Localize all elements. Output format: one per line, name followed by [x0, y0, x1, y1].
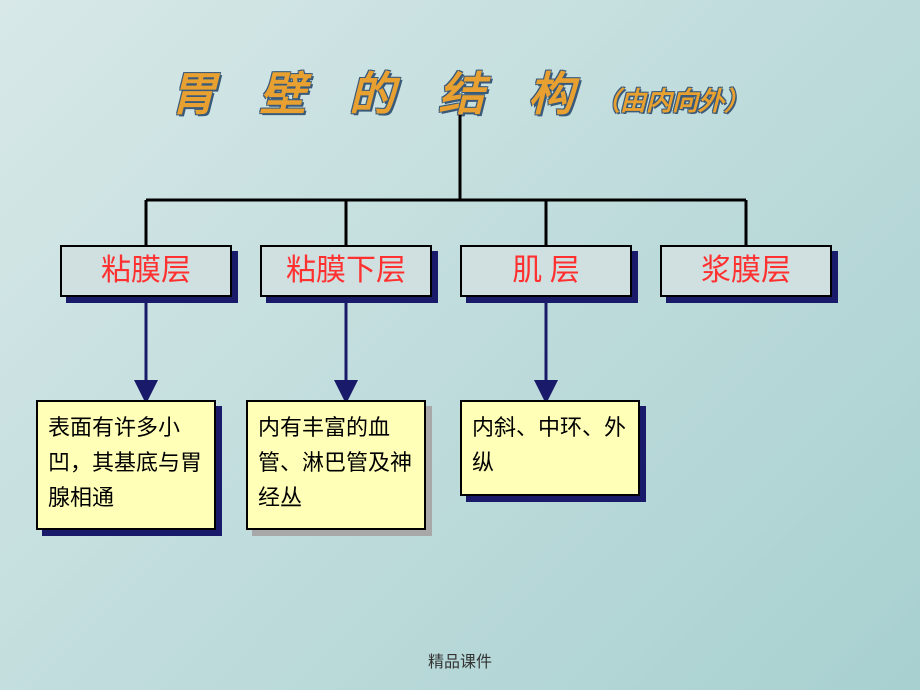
- title-main-text: 胃 壁 的 结 构: [170, 69, 590, 120]
- title-sub-text: （由内向外）: [594, 87, 750, 116]
- layer-label: 粘膜层: [101, 254, 191, 287]
- layer-box-3: 肌 层: [460, 245, 632, 297]
- desc-box-3: 内斜、中环、外纵: [460, 400, 640, 496]
- desc-box-2: 内有丰富的血管、淋巴管及神经丛: [246, 400, 426, 530]
- layer-label: 肌 层: [512, 254, 580, 287]
- desc-box-1: 表面有许多小凹，其基底与胃腺相通: [36, 400, 216, 530]
- desc-text: 内有丰富的血管、淋巴管及神经丛: [246, 400, 426, 526]
- layer-box-4: 浆膜层: [660, 245, 832, 297]
- layer-label: 浆膜层: [701, 254, 791, 287]
- layer-label: 粘膜下层: [286, 254, 406, 287]
- footer-text: 精品课件: [0, 648, 920, 672]
- layer-box-1: 粘膜层: [60, 245, 232, 297]
- layer-box-2: 粘膜下层: [260, 245, 432, 297]
- desc-text: 表面有许多小凹，其基底与胃腺相通: [36, 400, 216, 526]
- diagram-title: 胃 壁 的 结 构 （由内向外）: [0, 58, 920, 124]
- desc-text: 内斜、中环、外纵: [460, 400, 640, 490]
